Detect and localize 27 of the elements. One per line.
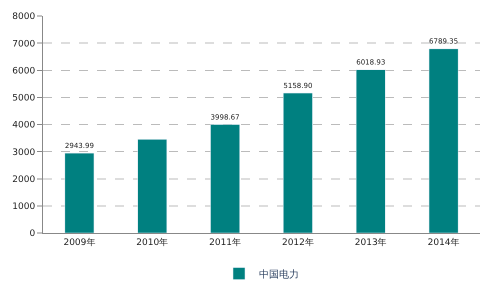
bar [428, 48, 458, 233]
y-tick-label: 2000 [12, 174, 36, 185]
bar [137, 139, 168, 233]
y-tick-label: 7000 [12, 39, 36, 50]
bar [64, 152, 94, 233]
data-label: 5158.90 [283, 80, 312, 90]
x-tick-label: 2012年 [282, 236, 314, 248]
data-label: 6789.35 [429, 36, 458, 46]
y-tick-label: 3000 [12, 148, 36, 158]
bar [356, 69, 386, 233]
y-tick-label: 1000 [12, 202, 36, 212]
x-tick-label: 2013年 [354, 236, 387, 248]
y-tick-label: 8000 [12, 12, 36, 22]
x-tick-label: 2010年 [136, 236, 168, 248]
legend-label: 中国电力 [259, 268, 299, 280]
y-tick-label: 5000 [12, 94, 36, 104]
x-tick-label: 2011年 [209, 236, 242, 248]
data-label: 2943.99 [64, 141, 94, 150]
x-tick-label: 2009年 [63, 236, 96, 248]
data-label: 6018.93 [356, 58, 386, 67]
bar [283, 92, 313, 233]
y-tick-label: 6000 [12, 66, 36, 76]
bar [210, 124, 240, 233]
x-tick-label: 2014年 [428, 236, 460, 248]
data-label: 3998.67 [210, 112, 240, 122]
y-tick-label: 0 [29, 229, 36, 240]
y-tick-label: 4000 [12, 120, 36, 131]
